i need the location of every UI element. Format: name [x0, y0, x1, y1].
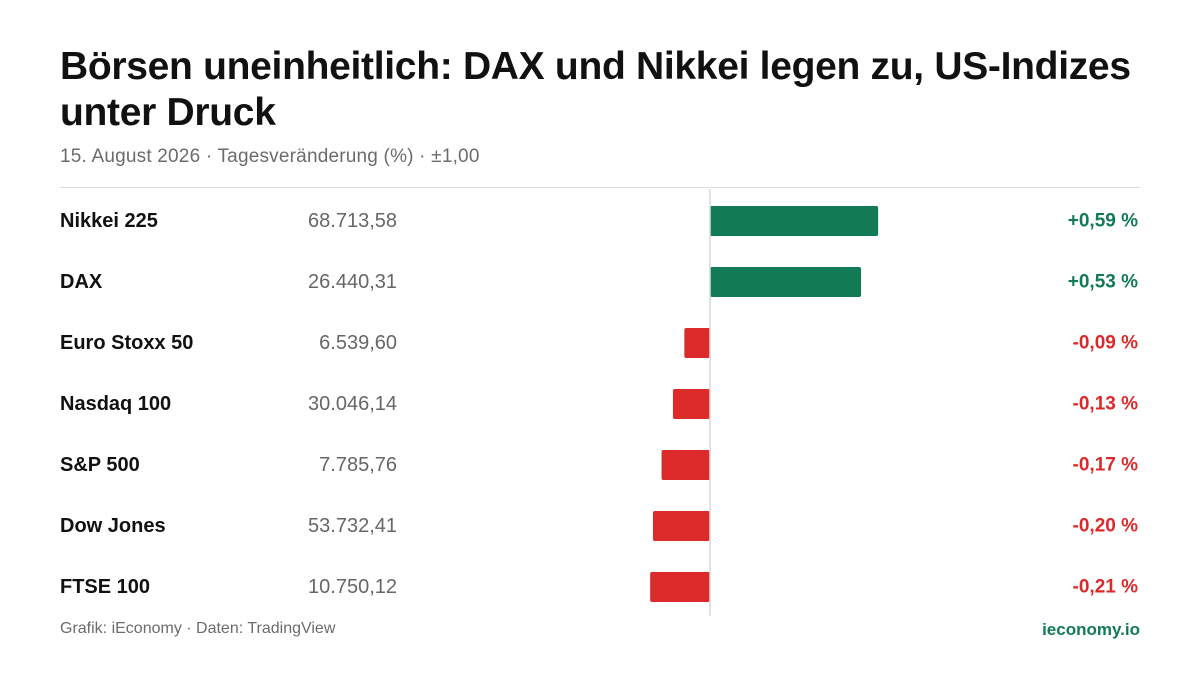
value-label: -0,13 % [1073, 394, 1139, 415]
bar [650, 572, 710, 602]
category-label: Euro Stoxx 50 [60, 332, 193, 354]
value-label: +0,59 % [1068, 211, 1138, 232]
index-level: 6.539,60 [319, 332, 397, 354]
bar [710, 206, 879, 236]
index-level: 26.440,31 [308, 271, 397, 293]
category-label: S&P 500 [60, 454, 140, 476]
index-level: 53.732,41 [308, 515, 397, 537]
index-level: 10.750,12 [308, 576, 397, 598]
category-label: FTSE 100 [60, 576, 150, 598]
bar [672, 389, 710, 419]
value-label: -0,20 % [1073, 516, 1139, 537]
category-label: Nasdaq 100 [60, 393, 171, 415]
value-label: -0,09 % [1073, 333, 1139, 354]
category-label: Nikkei 225 [60, 210, 158, 232]
source-note: Grafik: iEconomy · Daten: TradingView [60, 620, 336, 637]
index-level: 68.713,58 [308, 210, 397, 232]
brand-link[interactable]: ieconomy.io [1042, 620, 1140, 639]
category-label: Dow Jones [60, 515, 166, 537]
value-label: -0,21 % [1073, 577, 1139, 598]
chart-title: Börsen uneinheitlich: DAX und Nikkei leg… [60, 45, 1131, 134]
index-level: 30.046,14 [308, 393, 397, 415]
value-label: -0,17 % [1073, 455, 1139, 476]
index-level: 7.785,76 [319, 454, 397, 476]
bar [710, 267, 862, 297]
value-label: +0,53 % [1068, 272, 1138, 293]
chart-subtitle: 15. August 2026 · Tagesveränderung (%) ·… [60, 146, 480, 167]
bar [661, 450, 710, 480]
category-label: DAX [60, 271, 103, 293]
bar [684, 328, 710, 358]
header-divider [60, 187, 1140, 188]
bar [653, 511, 710, 541]
